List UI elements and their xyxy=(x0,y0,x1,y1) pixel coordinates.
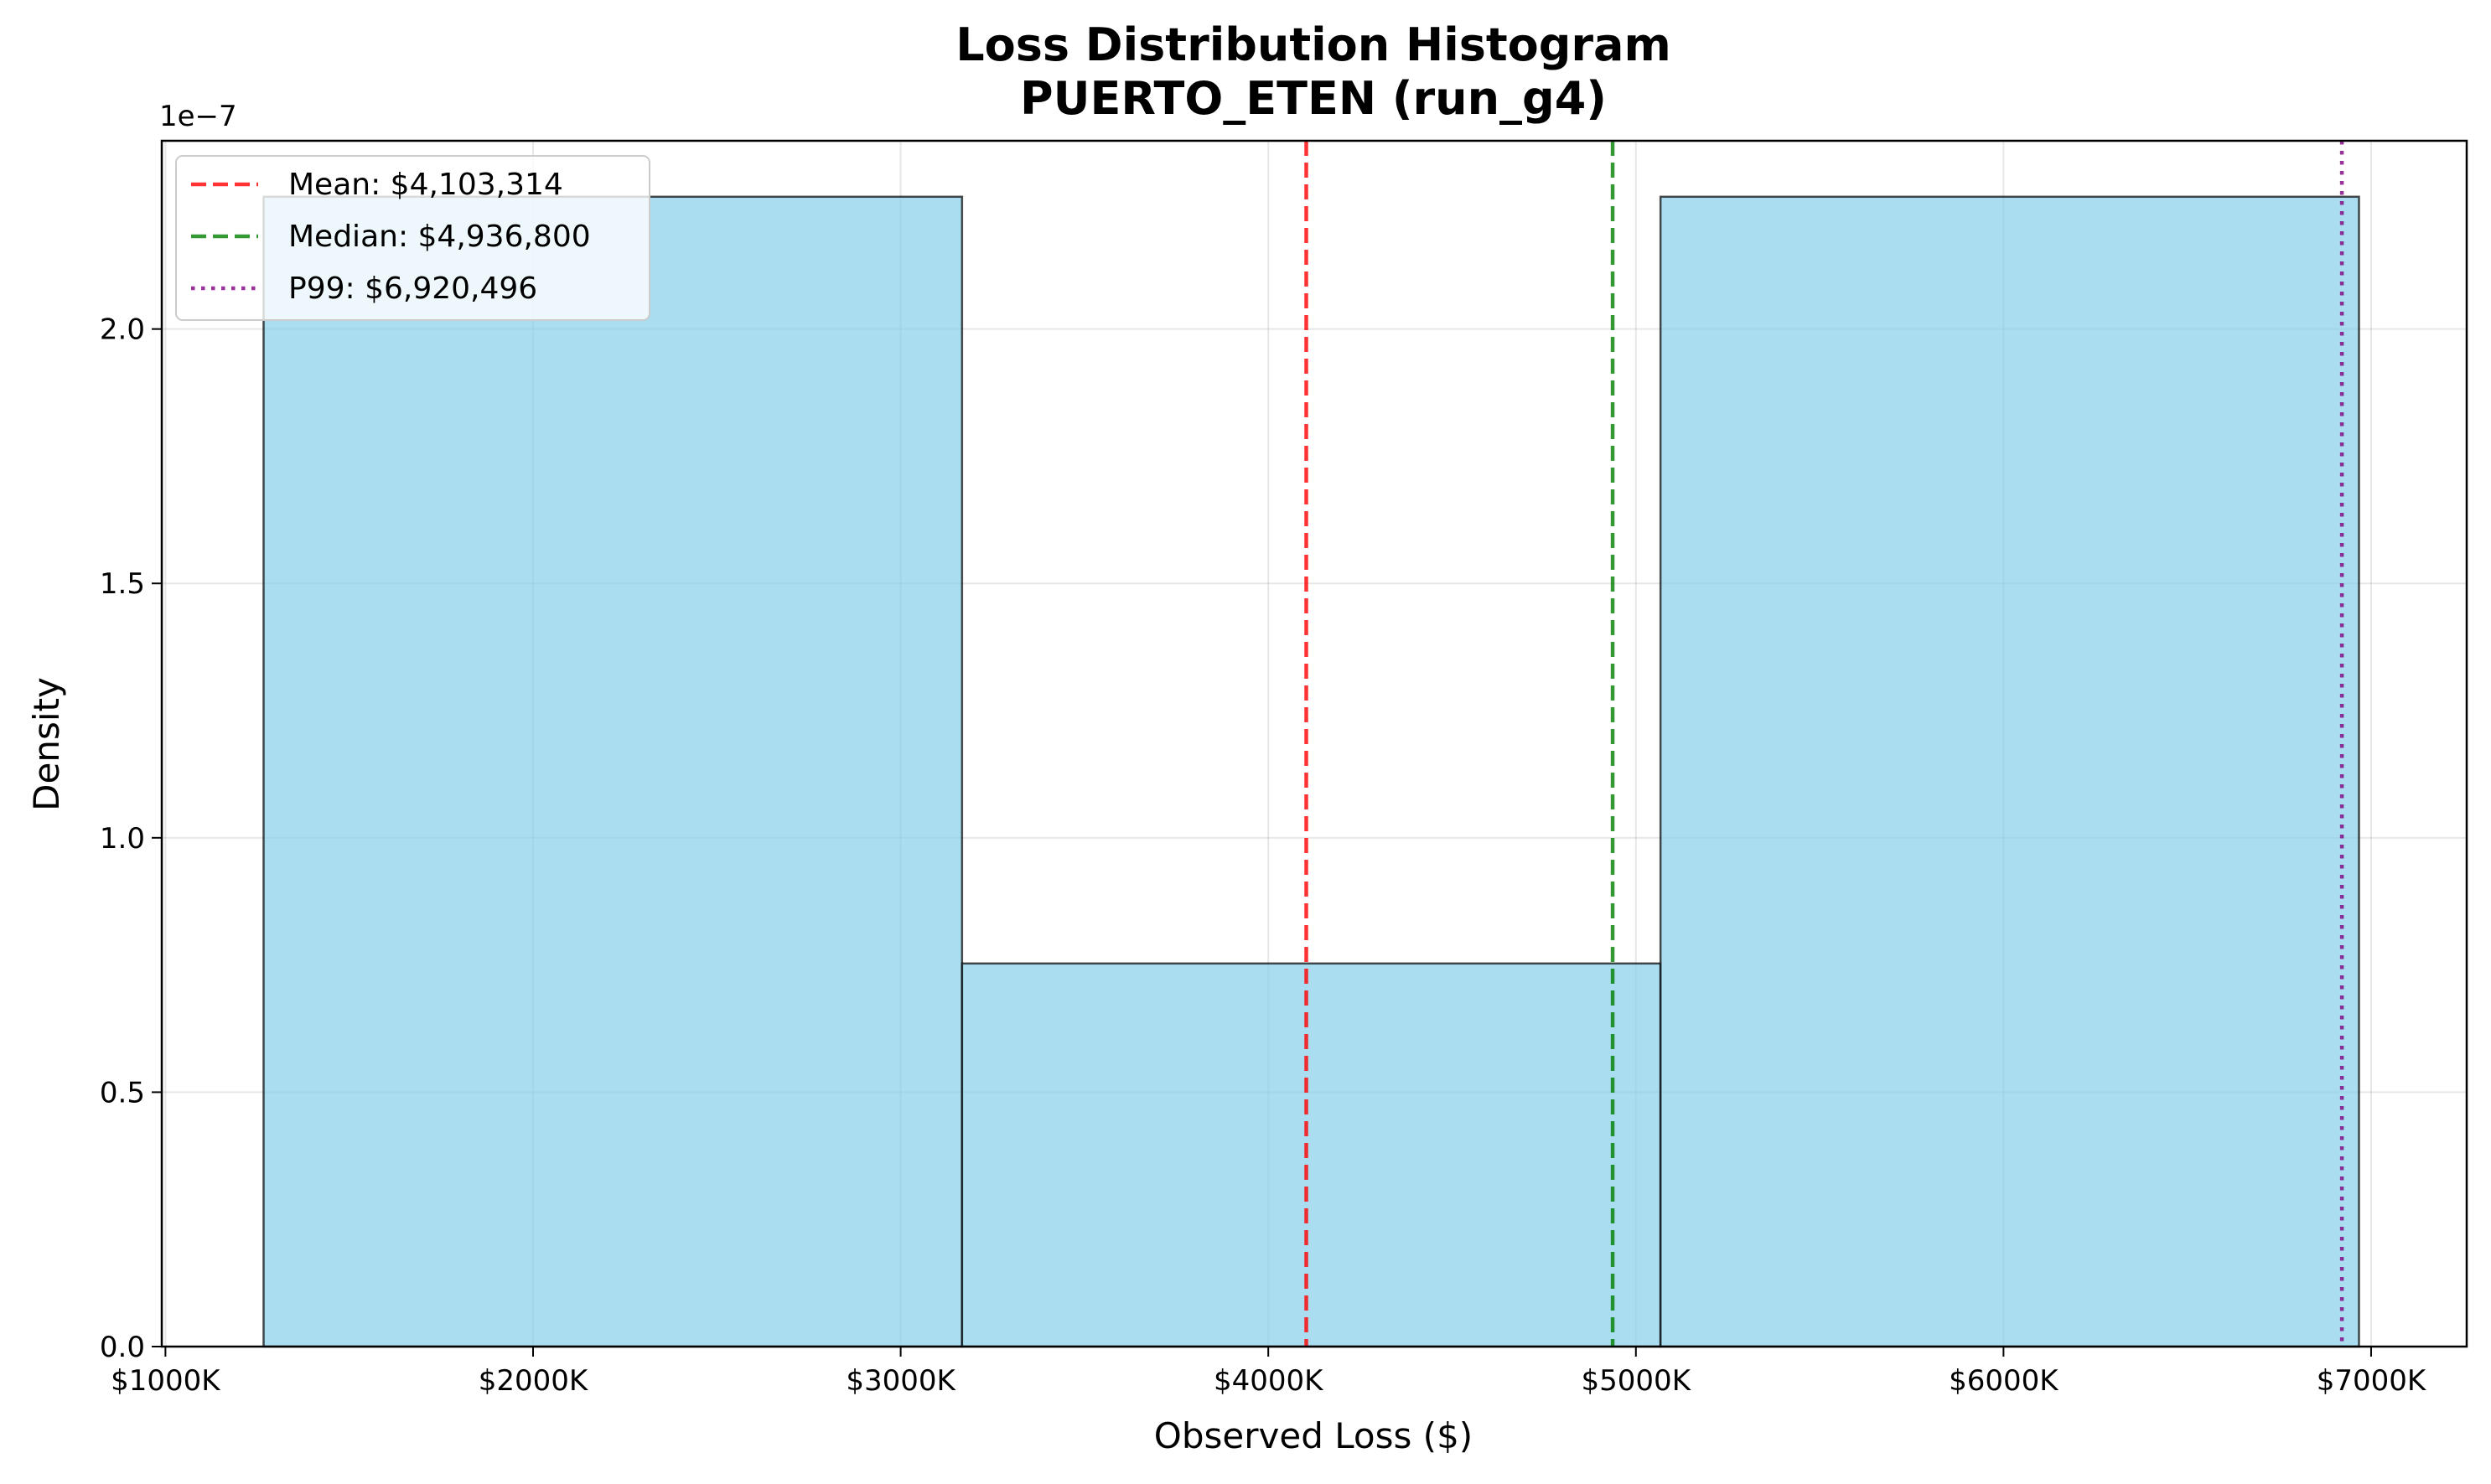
reference-lines xyxy=(1304,141,2344,1347)
histogram-bar xyxy=(961,962,1662,1348)
axis-ticks: $1000K $2000K $3000K $4000K $5000K $6000K $700… xyxy=(100,313,2427,1398)
x-tick-label: $3000K xyxy=(846,1364,956,1398)
plot-frame xyxy=(160,139,2468,1348)
histogram-bar xyxy=(262,195,964,1348)
legend: Mean: $4,103,314 Median: $4,936,800 P99: $… xyxy=(175,155,650,321)
chart-subtitle: PUERTO_ETEN (run_g4) xyxy=(1020,72,1607,125)
x-tick-label: $2000K xyxy=(479,1364,589,1398)
x-tick-label: $5000K xyxy=(1582,1364,1692,1398)
legend-label-median: Median: $4,936,800 xyxy=(288,220,591,254)
y-tick-label: 1.5 xyxy=(100,567,145,601)
legend-box xyxy=(175,155,650,321)
y-axis-label: Density xyxy=(26,677,67,811)
y-tick-label: 2.0 xyxy=(100,313,145,347)
legend-label-p99: P99: $6,920,496 xyxy=(288,271,537,306)
legend-label-mean: Mean: $4,103,314 xyxy=(288,168,563,202)
chart-title: Loss Distribution Histogram xyxy=(955,18,1671,71)
y-offset-label: 1e−7 xyxy=(159,100,237,133)
histogram-bars xyxy=(262,195,2360,1348)
x-tick-label: $6000K xyxy=(1949,1364,2059,1398)
y-tick-label: 0.5 xyxy=(100,1076,145,1109)
histogram-bar xyxy=(1659,195,2360,1348)
x-tick-label: $7000K xyxy=(2317,1364,2427,1398)
x-axis-label: Observed Loss ($) xyxy=(1154,1415,1473,1456)
y-tick-label: 0.0 xyxy=(100,1331,145,1364)
x-tick-label: $1000K xyxy=(111,1364,221,1398)
x-tick-label: $4000K xyxy=(1214,1364,1324,1398)
y-tick-label: 1.0 xyxy=(100,822,145,856)
